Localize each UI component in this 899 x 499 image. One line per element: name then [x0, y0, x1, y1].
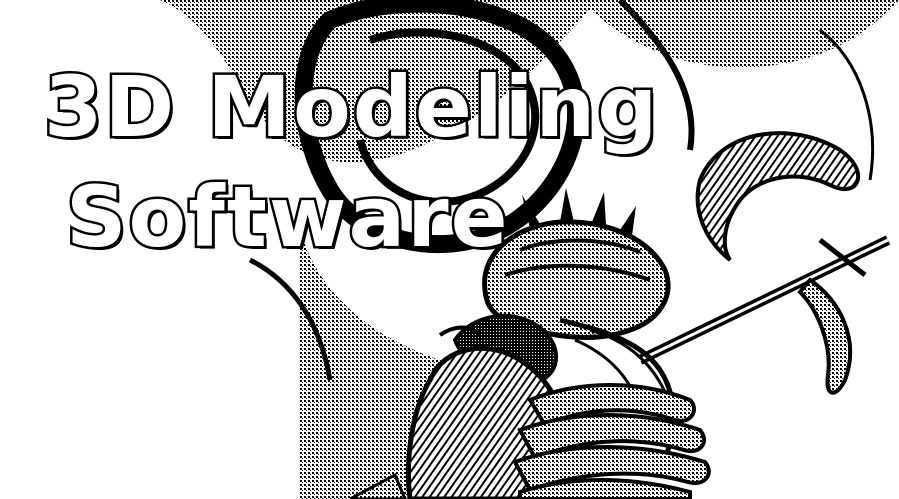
shoulder-armor	[512, 383, 711, 499]
pennant-shape	[349, 472, 407, 499]
halberd-weapon	[637, 131, 891, 395]
title-line-1: 3D Modeling	[41, 56, 660, 159]
page-title: 3D Modeling Software	[41, 52, 660, 272]
title-line-2: Software	[63, 166, 510, 269]
